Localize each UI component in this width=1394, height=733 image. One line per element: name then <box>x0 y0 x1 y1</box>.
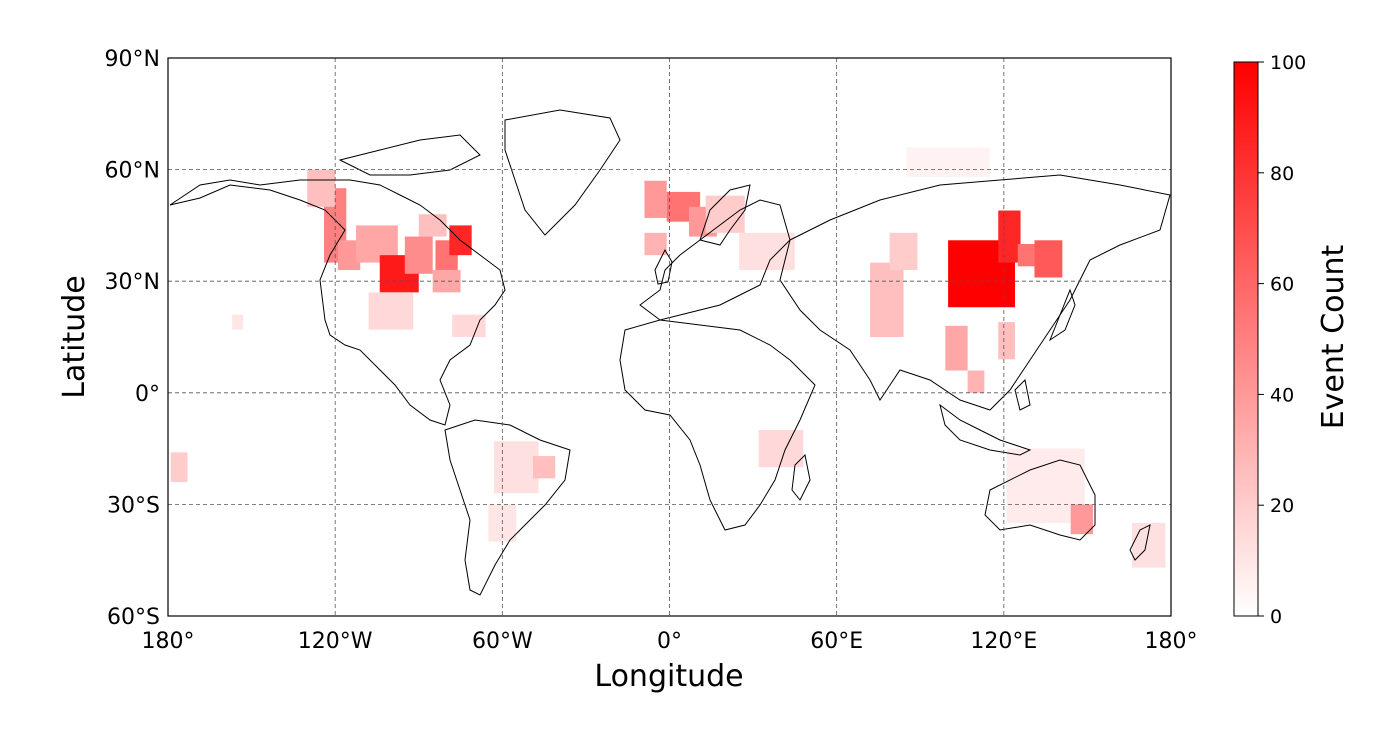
heat-cell <box>1034 240 1063 278</box>
heat-cell <box>337 240 361 271</box>
x-tick-label: 120°E <box>970 629 1037 654</box>
heat-cell <box>644 232 667 256</box>
heat-cell <box>1017 244 1035 267</box>
heat-cell <box>170 452 188 483</box>
heat-cell <box>998 322 1015 360</box>
heat-cell <box>432 270 461 293</box>
heat-cell <box>705 195 745 233</box>
heat-cell <box>889 232 918 271</box>
graticule <box>168 58 1171 616</box>
x-tick-label: 60°E <box>810 629 863 654</box>
heat-cell <box>368 292 414 330</box>
y-tick-label: 0° <box>135 382 160 407</box>
x-tick-labels: 180° 120°W 60°W 0° 60°E 120°E 180° <box>142 629 1198 654</box>
heat-cell <box>232 314 244 330</box>
colorbar <box>1233 61 1259 617</box>
heat-cell <box>870 262 904 337</box>
heat-cell <box>404 236 433 274</box>
heat-cells-layer <box>170 147 1166 568</box>
map-plot-area <box>168 58 1171 616</box>
heat-cell <box>418 214 447 237</box>
colorbar-ticks: 0 20 40 60 80 100 <box>1258 52 1306 628</box>
y-tick-label: 30°N <box>105 270 160 295</box>
colorbar-tick-label: 20 <box>1270 495 1294 517</box>
heat-cell <box>998 210 1021 263</box>
x-tick-label: 120°W <box>298 629 373 654</box>
colorbar-tick-label: 0 <box>1270 606 1282 628</box>
colorbar-tick-label: 100 <box>1270 52 1306 74</box>
y-tick-label: 30°S <box>107 493 160 518</box>
colorbar-label: Event Count <box>1316 244 1351 429</box>
heat-cell <box>1070 504 1093 535</box>
y-tick-labels: 90°N 60°N 30°N 0° 30°S 60°S <box>105 47 160 630</box>
heat-cell <box>967 370 985 393</box>
map-frame <box>167 57 1172 617</box>
x-tick-label: 180° <box>1145 629 1198 654</box>
heat-cell <box>945 325 968 371</box>
colorbar-tick-label: 60 <box>1270 274 1294 296</box>
heat-cell <box>532 456 556 479</box>
heat-cell <box>644 180 667 218</box>
y-tick-label: 90°N <box>105 47 160 72</box>
heat-cell <box>906 147 990 178</box>
colorbar-tick-label: 80 <box>1270 163 1294 185</box>
x-tick-label: 60°W <box>472 629 533 654</box>
x-tick-label: 0° <box>657 629 682 654</box>
y-tick-label: 60°N <box>105 159 160 184</box>
heat-cell <box>493 441 539 494</box>
heat-cell <box>452 314 486 337</box>
y-axis-label: Latitude <box>57 275 92 398</box>
y-tick-label: 60°S <box>107 605 160 630</box>
heat-cell <box>739 232 795 271</box>
x-tick-label: 180° <box>142 629 195 654</box>
heat-cell <box>307 169 336 207</box>
colorbar-tick-label: 40 <box>1270 384 1294 406</box>
x-axis-label: Longitude <box>594 659 743 694</box>
